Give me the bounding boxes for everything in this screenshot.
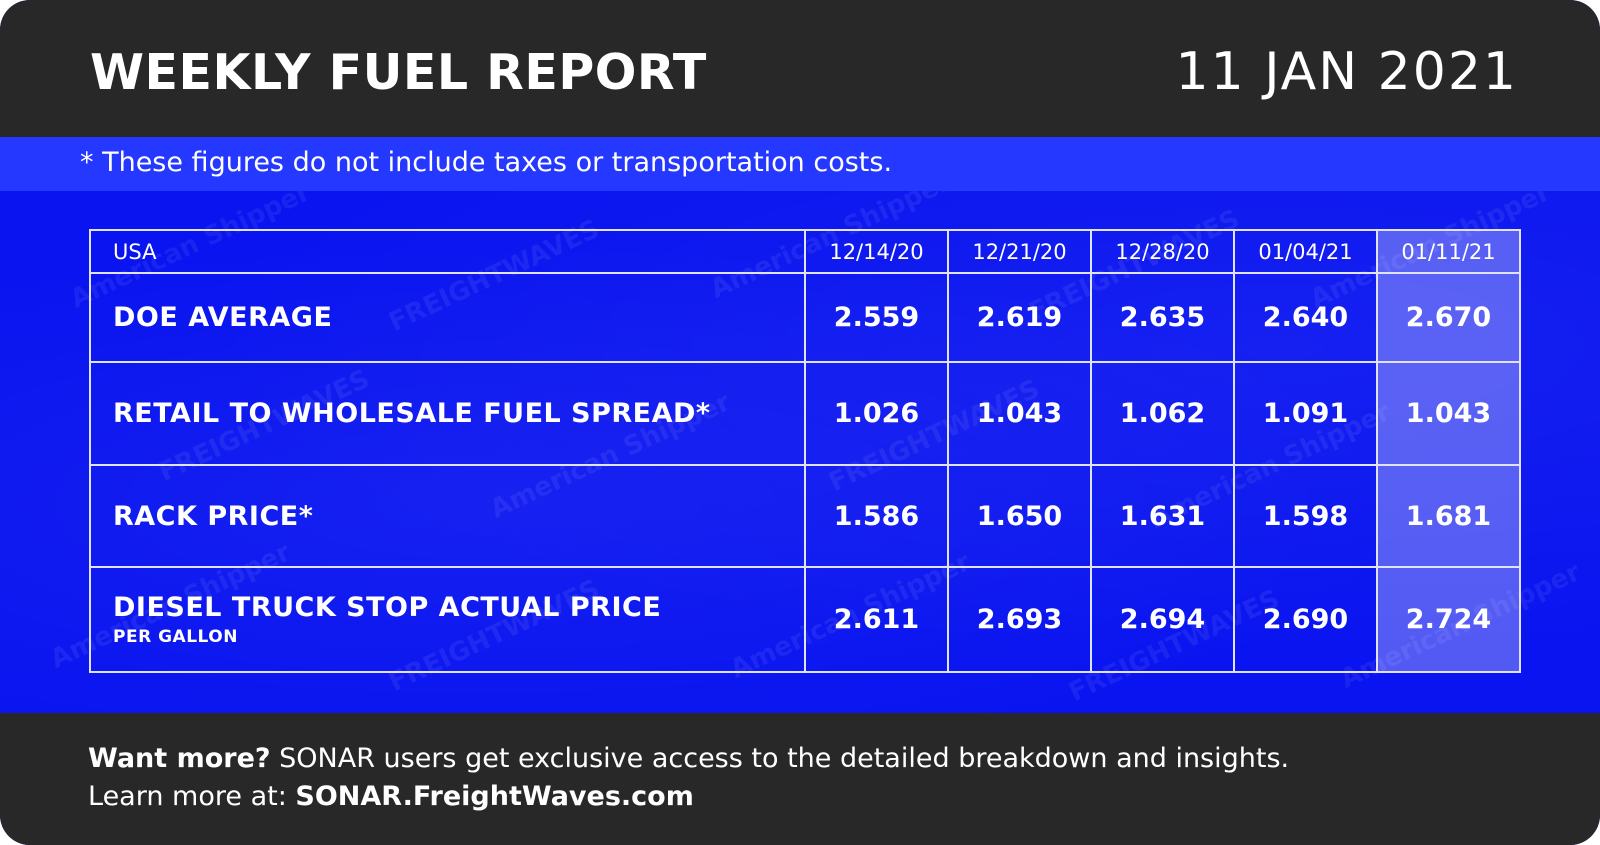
row-label-text: RACK PRICE*: [113, 500, 314, 532]
row-label: DIESEL TRUCK STOP ACTUAL PRICE PER GALLO…: [89, 566, 806, 673]
table-row: RACK PRICE* 1.586 1.650 1.631 1.598 1.68…: [89, 464, 1521, 568]
table-cell-value: 2.611: [804, 566, 949, 673]
column-header-date: 12/21/20: [947, 229, 1092, 274]
table-cell-value: 1.091: [1233, 361, 1378, 466]
fuel-price-table: USA 12/14/20 12/21/20 12/28/20 01/04/21 …: [89, 229, 1521, 673]
table-cell-value-current: 2.724: [1376, 566, 1521, 673]
table-cell-value: 2.690: [1233, 566, 1378, 673]
table-cell-value: 1.598: [1233, 464, 1378, 568]
disclaimer-note: * These figures do not include taxes or …: [80, 147, 893, 178]
table-row: DOE AVERAGE 2.559 2.619 2.635 2.640 2.67…: [89, 272, 1521, 363]
table-cell-value: 2.694: [1090, 566, 1235, 673]
table-cell-value: 2.619: [947, 272, 1092, 363]
report-footer: Want more? SONAR users get exclusive acc…: [0, 713, 1600, 845]
row-label-text: DOE AVERAGE: [113, 302, 333, 333]
table-cell-value: 1.026: [804, 361, 949, 466]
column-header-date: 12/28/20: [1090, 229, 1235, 274]
table-cell-value-current: 1.043: [1376, 361, 1521, 466]
table-cell-value: 2.559: [804, 272, 949, 363]
table-row: RETAIL TO WHOLESALE FUEL SPREAD* 1.026 1…: [89, 361, 1521, 466]
row-label: RACK PRICE*: [89, 464, 806, 568]
table-cell-value: 1.043: [947, 361, 1092, 466]
report-header: WEEKLY FUEL REPORT 11 JAN 2021: [0, 0, 1600, 137]
table-cell-value: 1.586: [804, 464, 949, 568]
footer-learn-more-prefix: Learn more at:: [88, 781, 296, 812]
row-sublabel: PER GALLON: [113, 627, 238, 647]
report-title: WEEKLY FUEL REPORT: [90, 44, 707, 101]
table-cell-value: 2.693: [947, 566, 1092, 673]
column-header-date-current: 01/11/21: [1376, 229, 1521, 274]
column-header-date: 01/04/21: [1233, 229, 1378, 274]
table-cell-value: 1.631: [1090, 464, 1235, 568]
footer-promo: Want more? SONAR users get exclusive acc…: [88, 743, 1289, 774]
table-row: DIESEL TRUCK STOP ACTUAL PRICE PER GALLO…: [89, 566, 1521, 673]
region-label: USA: [89, 229, 806, 274]
row-label: RETAIL TO WHOLESALE FUEL SPREAD*: [89, 361, 806, 466]
footer-promo-lead: Want more?: [88, 743, 271, 774]
row-label-text: RETAIL TO WHOLESALE FUEL SPREAD*: [113, 398, 711, 429]
table-cell-value: 2.640: [1233, 272, 1378, 363]
footer-promo-text: SONAR users get exclusive access to the …: [270, 743, 1290, 774]
footer-learn-more: Learn more at: SONAR.FreightWaves.com: [88, 781, 694, 812]
sonar-link[interactable]: SONAR.FreightWaves.com: [295, 781, 694, 812]
table-cell-value: 1.650: [947, 464, 1092, 568]
column-header-date: 12/14/20: [804, 229, 949, 274]
report-date: 11 JAN 2021: [1175, 42, 1518, 102]
table-cell-value-current: 1.681: [1376, 464, 1521, 568]
table-cell-value: 2.635: [1090, 272, 1235, 363]
table-cell-value: 1.062: [1090, 361, 1235, 466]
table-header-row: USA 12/14/20 12/21/20 12/28/20 01/04/21 …: [89, 229, 1521, 274]
table-cell-value-current: 2.670: [1376, 272, 1521, 363]
row-label-text: DIESEL TRUCK STOP ACTUAL PRICE: [113, 592, 662, 623]
row-label: DOE AVERAGE: [89, 272, 806, 363]
disclaimer-band: * These figures do not include taxes or …: [0, 137, 1600, 191]
